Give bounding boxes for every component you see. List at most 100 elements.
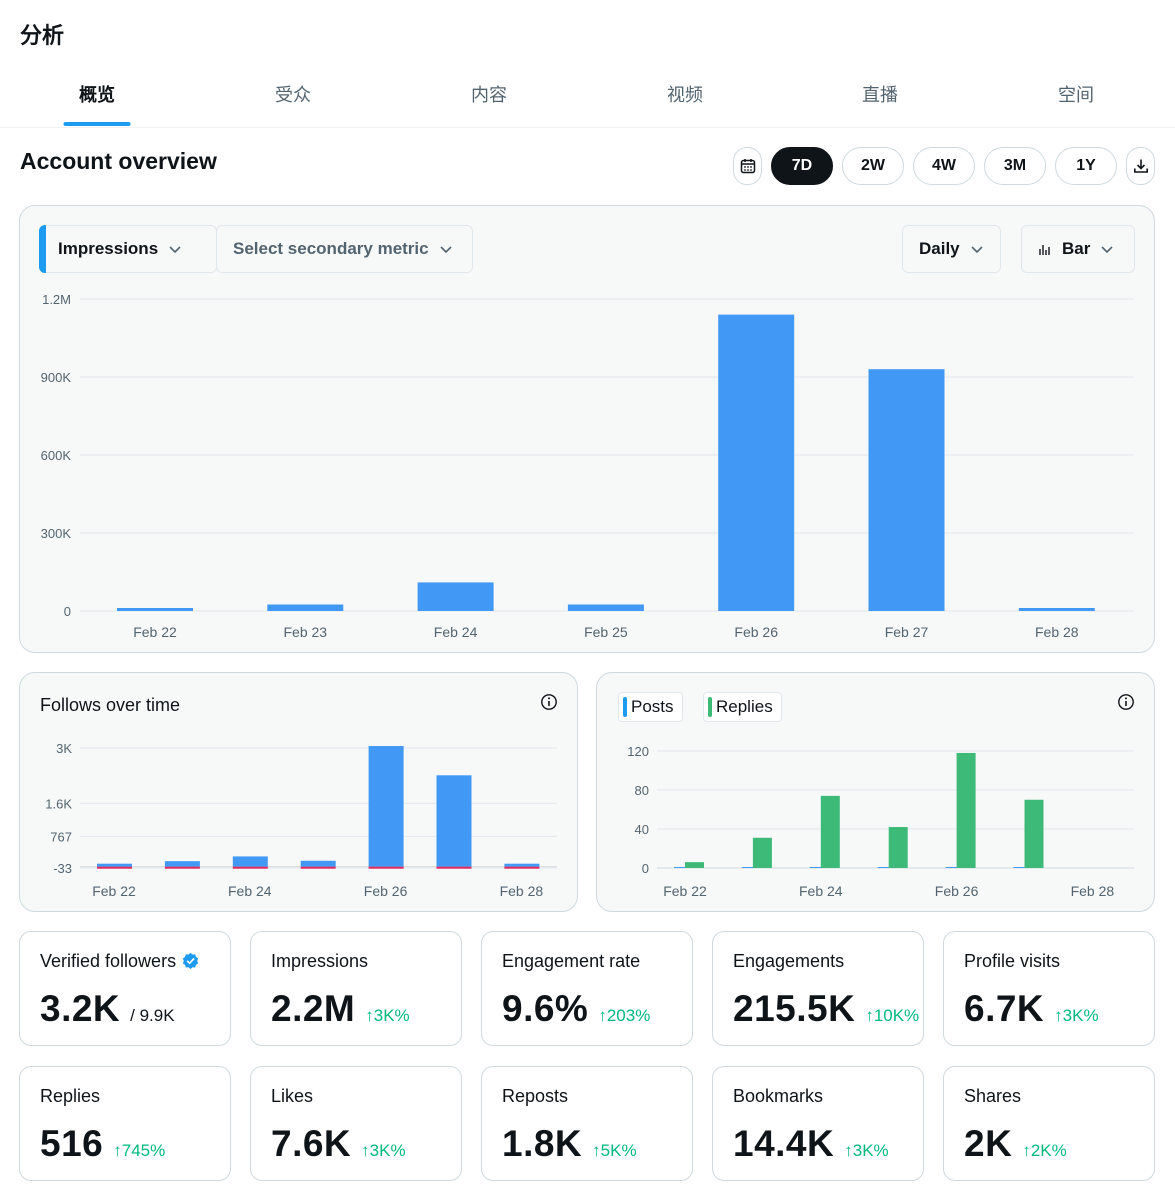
metric-change: ↑3K% xyxy=(1054,1006,1099,1025)
range-button-7d[interactable]: 7D xyxy=(771,147,833,185)
metric-card-impressions[interactable]: Impressions 2.2M ↑3K% xyxy=(250,931,462,1046)
x-tick-label: Feb 24 xyxy=(228,883,272,899)
y-tick-label: 120 xyxy=(627,744,649,759)
y-tick-label: 0 xyxy=(642,861,649,876)
posts-bar xyxy=(945,867,965,868)
metric-value: 1.8K xyxy=(502,1123,583,1164)
follows-chart-card: Follows over time 3K 1.6K 767 -33 Feb 22 Feb … xyxy=(19,672,578,912)
info-icon[interactable] xyxy=(540,693,558,711)
chevron-down-icon xyxy=(440,246,452,254)
impressions-bar-chart: 1.2M 900K 600K 300K 0 Feb 22 Feb 23 Feb 24 Feb 2… xyxy=(41,292,1134,640)
unfollows-bar xyxy=(232,866,268,869)
metric-card-verified-followers[interactable]: Verified followers 3.2K / 9.9K xyxy=(19,931,231,1046)
metric-card-engagements[interactable]: Engagements 215.5K ↑10K% xyxy=(712,931,924,1046)
calendar-button[interactable] xyxy=(733,147,762,185)
metric-card-bookmarks[interactable]: Bookmarks 14.4K ↑3K% xyxy=(712,1066,924,1181)
interval-dropdown[interactable]: Daily xyxy=(902,225,1001,273)
legend-replies[interactable]: Replies xyxy=(703,692,782,722)
tab-1[interactable]: 受众 xyxy=(195,70,391,128)
unfollows-bar xyxy=(504,866,540,869)
legend-posts-swatch xyxy=(623,697,627,717)
metric-value-row: 516 ↑745% xyxy=(40,1123,165,1165)
metric-value-row: 215.5K ↑10K% xyxy=(733,988,919,1030)
legend-replies-label: Replies xyxy=(716,697,773,716)
follows-bar xyxy=(164,861,200,867)
metric-label: Impressions xyxy=(271,951,369,971)
metric-label: Replies xyxy=(40,1086,101,1106)
metric-value-row: 1.8K ↑5K% xyxy=(502,1123,637,1165)
verified-badge-icon xyxy=(182,952,199,969)
range-button-1y[interactable]: 1Y xyxy=(1055,147,1117,185)
x-tick-label: Feb 22 xyxy=(92,883,136,899)
follows-bar-chart: 3K 1.6K 767 -33 Feb 22 Feb 24 Feb 26 Feb 28 xyxy=(45,741,557,899)
tab-label: 内容 xyxy=(471,85,507,105)
metric-label: Engagements xyxy=(733,951,845,971)
legend-replies-swatch xyxy=(708,697,712,717)
metric-card-likes[interactable]: Likes 7.6K ↑3K% xyxy=(250,1066,462,1181)
y-tick-label: -33 xyxy=(53,861,72,876)
tab-label: 视频 xyxy=(667,85,703,105)
replies-bar xyxy=(685,862,704,868)
follows-card-title: Follows over time xyxy=(40,695,181,715)
calendar-icon xyxy=(740,159,755,174)
impressions-bar xyxy=(1018,608,1095,611)
tab-2[interactable]: 内容 xyxy=(391,70,587,128)
legend-posts[interactable]: Posts xyxy=(618,692,683,722)
y-tick-label: 600K xyxy=(41,448,72,463)
chart-type-dropdown[interactable]: Bar xyxy=(1021,225,1135,273)
x-tick-label: Feb 23 xyxy=(284,624,328,640)
x-tick-label: Feb 22 xyxy=(663,883,707,899)
chevron-down-icon xyxy=(971,246,983,254)
tab-0[interactable]: 概览 xyxy=(0,70,195,128)
posts-bar xyxy=(741,867,761,868)
replies-bar xyxy=(956,752,976,868)
tab-4[interactable]: 直播 xyxy=(782,70,978,128)
tab-3[interactable]: 视频 xyxy=(587,70,783,128)
metric-change: ↑203% xyxy=(598,1006,651,1025)
metric-value: 2.2M xyxy=(271,988,356,1029)
active-tab-indicator xyxy=(63,122,131,126)
metric-label: Bookmarks xyxy=(733,1086,824,1106)
metric-value-row: 2.2M ↑3K% xyxy=(271,988,410,1030)
metric-card-shares[interactable]: Shares 2K ↑2K% xyxy=(943,1066,1155,1181)
replies-bar xyxy=(820,795,840,868)
range-button-3m[interactable]: 3M xyxy=(984,147,1046,185)
posts-bar xyxy=(809,867,829,868)
posts-replies-chart-card: Posts Replies 120 80 40 0 Feb 22 Feb 24 Feb 26… xyxy=(596,672,1155,912)
primary-metric-dropdown[interactable]: Impressions xyxy=(39,225,217,273)
metric-label: Verified followers xyxy=(40,951,199,972)
x-tick-label: Feb 24 xyxy=(434,624,478,640)
info-icon[interactable] xyxy=(1117,693,1135,711)
impressions-bar xyxy=(117,608,193,611)
metric-card-reposts[interactable]: Reposts 1.8K ↑5K% xyxy=(481,1066,693,1181)
x-tick-label: Feb 26 xyxy=(935,883,979,899)
range-button-4w[interactable]: 4W xyxy=(913,147,975,185)
range-button-2w[interactable]: 2W xyxy=(842,147,904,185)
metric-label: Profile visits xyxy=(964,951,1061,971)
y-tick-label: 40 xyxy=(635,822,649,837)
secondary-metric-dropdown[interactable]: Select secondary metric xyxy=(216,225,473,273)
x-tick-label: Feb 27 xyxy=(885,624,929,640)
metric-card-replies[interactable]: Replies 516 ↑745% xyxy=(19,1066,231,1181)
tab-label: 概览 xyxy=(79,85,115,105)
section-title: Account overview xyxy=(20,148,217,174)
follows-bar xyxy=(97,863,132,867)
tab-5[interactable]: 空间 xyxy=(978,70,1174,128)
download-button[interactable] xyxy=(1126,147,1155,185)
follows-bar xyxy=(436,775,472,867)
bar-chart-icon xyxy=(1039,245,1050,255)
impressions-bar xyxy=(417,582,494,611)
x-tick-label: Feb 28 xyxy=(1035,624,1079,640)
chart-type-label: Bar xyxy=(1062,239,1091,258)
y-tick-label: 900K xyxy=(41,370,72,385)
metric-card-profile-visits[interactable]: Profile visits 6.7K ↑3K% xyxy=(943,931,1155,1046)
unfollows-bar xyxy=(164,866,200,869)
y-tick-label: 1.2M xyxy=(42,292,71,307)
metric-value: 215.5K xyxy=(733,988,856,1029)
replies-bar xyxy=(1024,799,1044,868)
posts-replies-bar-chart: 120 80 40 0 Feb 22 Feb 24 Feb 26 Feb 28 xyxy=(627,744,1134,899)
legend-posts-label: Posts xyxy=(631,697,674,716)
metric-card-engagement-rate[interactable]: Engagement rate 9.6% ↑203% xyxy=(481,931,693,1046)
range-selector: 7D 2W 4W 3M 1Y xyxy=(733,147,1155,185)
tab-label: 空间 xyxy=(1058,85,1094,105)
